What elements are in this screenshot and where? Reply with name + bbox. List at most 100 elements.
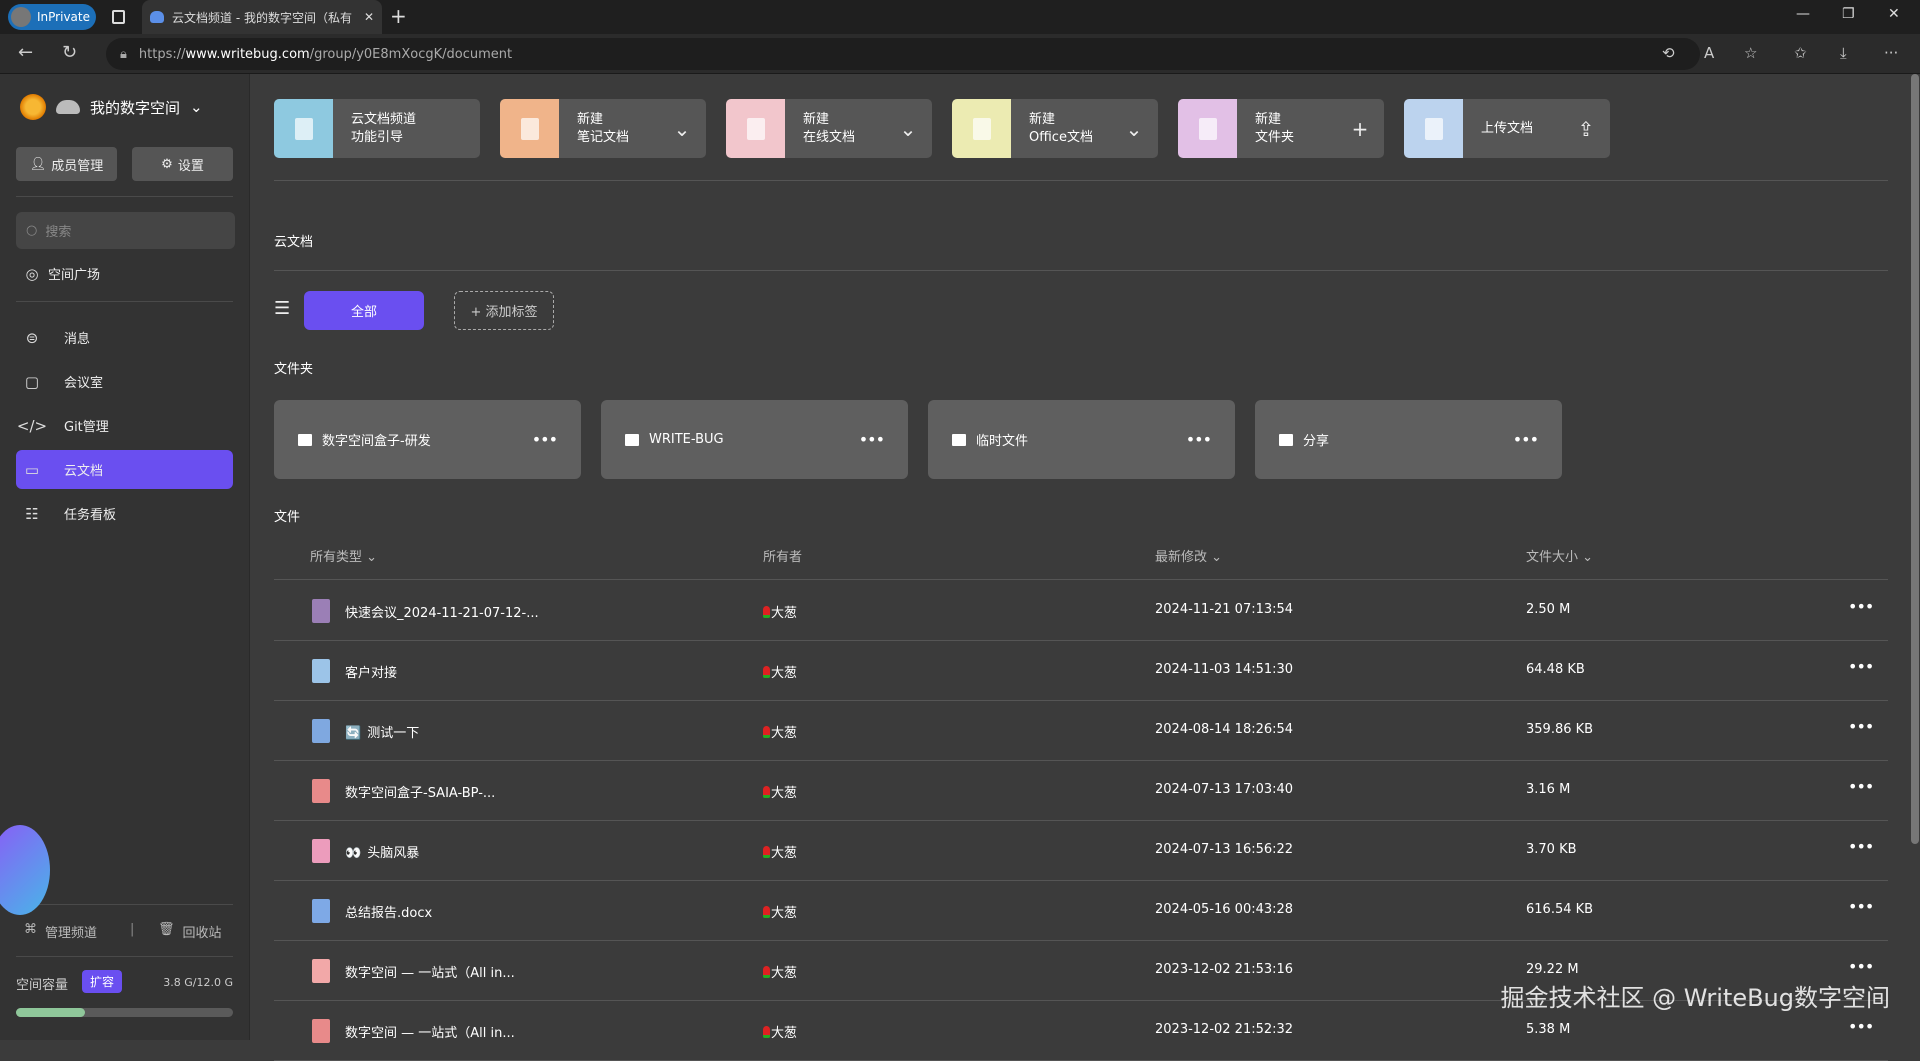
file-owner: 大葱 (763, 1022, 797, 1041)
close-tab-icon[interactable]: ✕ (363, 10, 374, 24)
back-icon[interactable]: ← (18, 42, 34, 63)
table-row[interactable]: 数字空间盒子-SAIA-BP-... 大葱 2024-07-13 17:03:4… (274, 761, 1888, 821)
table-row[interactable]: 客户对接 大葱 2024-11-03 14:51:30 64.48 KB ••• (274, 641, 1888, 701)
favorites-icon[interactable]: ✩ (1794, 44, 1807, 62)
file-owner: 大葱 (763, 962, 797, 981)
refresh-icon[interactable]: ↻ (62, 42, 78, 63)
tab-actions-icon[interactable] (112, 10, 125, 24)
action-card-icon (952, 99, 1011, 158)
add-tag-button[interactable]: + 添加标签 (454, 291, 554, 330)
divider (274, 180, 1888, 181)
divider (274, 270, 1888, 271)
inprivate-badge[interactable]: InPrivate (8, 4, 96, 30)
sidebar-item-meeting[interactable]: ▢ 会议室 (16, 362, 233, 401)
file-name[interactable]: 👀 头脑风暴 (345, 846, 420, 861)
table-row[interactable]: 快速会议_2024-11-21-07-12-... 大葱 2024-11-21 … (274, 581, 1888, 641)
more-options-icon[interactable]: ••• (1848, 777, 1874, 796)
lock-icon: 🔒︎ (120, 46, 127, 62)
sidebar-item-messages[interactable]: ⊜ 消息 (16, 318, 233, 357)
file-name[interactable]: 客户对接 (345, 666, 398, 681)
folder-card[interactable]: 分享 ••• (1255, 400, 1562, 479)
type-filter[interactable]: 所有类型 ⌄ (310, 550, 378, 565)
more-options-icon[interactable]: ••• (1848, 837, 1874, 856)
file-name[interactable]: 总结报告.docx (345, 906, 433, 921)
action-card-action-icon[interactable]: ⌄ (673, 116, 691, 141)
table-row[interactable]: 👀 头脑风暴 大葱 2024-07-13 16:56:22 3.70 KB ••• (274, 821, 1888, 881)
search-input[interactable]: ○ 搜索 (16, 212, 235, 249)
more-options-icon[interactable]: ••• (1848, 597, 1874, 616)
tag-all-button[interactable]: 全部 (304, 291, 424, 330)
separator: | (130, 922, 135, 937)
action-card[interactable]: 新建 文件夹 + (1178, 99, 1384, 158)
file-name[interactable]: 🔄 测试一下 (345, 726, 420, 741)
action-card-action-icon[interactable]: ⌄ (1125, 116, 1143, 141)
address-bar[interactable]: 🔒︎ https://www.writebug.com/group/y0E8mXo… (106, 38, 1700, 70)
compass-icon: ◎ (25, 264, 39, 283)
sidebar-item-git[interactable]: </> Git管理 (16, 416, 109, 436)
sidebar-item-plaza[interactable]: ◎ 空间广场 (16, 254, 233, 293)
more-options-icon[interactable]: ••• (1848, 897, 1874, 916)
more-options-icon[interactable]: ••• (1848, 957, 1874, 976)
new-tab-button[interactable]: + (390, 4, 407, 28)
restore-button[interactable]: ❐ (1842, 6, 1855, 22)
more-options-icon[interactable]: ••• (858, 430, 885, 449)
menu-icon[interactable]: ☰ (274, 298, 291, 319)
action-card[interactable]: 上传文档 ⇪ (1404, 99, 1610, 158)
file-name[interactable]: 数字空间盒子-SAIA-BP-... (345, 786, 496, 801)
members-button[interactable]: 👤︎ 成员管理 (16, 147, 117, 181)
more-options-icon[interactable]: ••• (531, 430, 558, 449)
browser-tab[interactable]: 云文档频道 - 我的数字空间（私有 ✕ (142, 0, 382, 34)
action-card-action-icon[interactable]: ⇪ (1577, 116, 1595, 141)
table-row[interactable]: 🔄 测试一下 大葱 2024-08-14 18:26:54 359.86 KB •… (274, 701, 1888, 761)
more-icon[interactable]: ··· (1884, 44, 1899, 62)
size-sort[interactable]: 文件大小 ⌄ (1526, 550, 1594, 565)
read-aloud-icon[interactable]: A (1704, 44, 1715, 62)
manage-channel-button[interactable]: ⌘ 管理频道 (24, 922, 98, 941)
table-row[interactable]: 数字空间 — 一站式（All in... 大葱 2023-12-02 21:53… (274, 941, 1888, 1001)
translate-icon[interactable]: ⟲ (1662, 44, 1675, 62)
folder-name: 分享 (1303, 434, 1330, 449)
modified-sort[interactable]: 最新修改 ⌄ (1155, 550, 1223, 565)
sidebar-item-cloud-docs[interactable]: ▭ 云文档 (16, 450, 233, 489)
file-modified: 2024-11-21 07:13:54 (1155, 602, 1294, 617)
favorite-star-icon[interactable]: ☆ (1744, 44, 1758, 62)
file-modified: 2024-11-03 14:51:30 (1155, 662, 1294, 677)
file-modified: 2024-07-13 16:56:22 (1155, 842, 1294, 857)
more-options-icon[interactable]: ••• (1512, 430, 1539, 449)
mascot-assistant[interactable] (0, 825, 50, 915)
file-owner: 大葱 (763, 842, 797, 861)
file-name[interactable]: 数字空间 — 一站式（All in... (345, 966, 515, 981)
more-options-icon[interactable]: ••• (1848, 657, 1874, 676)
sidebar-item-kanban[interactable]: ☷ 任务看板 (16, 494, 233, 533)
settings-button[interactable]: ⚙ 设置 (132, 147, 233, 181)
minimize-button[interactable]: — (1796, 6, 1810, 22)
file-size: 64.48 KB (1526, 662, 1585, 677)
folder-name: WRITE-BUG (649, 432, 724, 447)
folder-card[interactable]: 数字空间盒子-研发 ••• (274, 400, 581, 479)
action-card[interactable]: 新建 Office文档 ⌄ (952, 99, 1158, 158)
file-name[interactable]: 快速会议_2024-11-21-07-12-... (345, 606, 539, 621)
table-row[interactable]: 总结报告.docx 大葱 2024-05-16 00:43:28 616.54 … (274, 881, 1888, 941)
action-card[interactable]: 新建 笔记文档 ⌄ (500, 99, 706, 158)
action-card[interactable]: 新建 在线文档 ⌄ (726, 99, 932, 158)
action-card[interactable]: 云文档频道 功能引导 (274, 99, 480, 158)
more-options-icon[interactable]: ••• (1848, 1017, 1874, 1036)
workspace-bot-icon (56, 100, 80, 114)
rose-avatar-icon (763, 785, 770, 798)
workspace-switcher[interactable]: 我的数字空间 ⌄ (20, 94, 203, 120)
divider (16, 301, 233, 302)
file-name[interactable]: 数字空间 — 一站式（All in... (345, 1026, 515, 1041)
action-card-action-icon[interactable]: ⌄ (899, 116, 917, 141)
expand-capacity-button[interactable]: 扩容 (82, 970, 123, 993)
recycle-bin-button[interactable]: 🗑︎ 回收站 (158, 922, 222, 941)
action-card-action-icon[interactable]: + (1351, 116, 1369, 141)
folder-card[interactable]: WRITE-BUG ••• (601, 400, 908, 479)
file-type-icon (312, 899, 330, 923)
close-window-button[interactable]: ✕ (1888, 6, 1900, 22)
rose-avatar-icon (763, 605, 770, 618)
more-options-icon[interactable]: ••• (1185, 430, 1212, 449)
folder-card[interactable]: 临时文件 ••• (928, 400, 1235, 479)
scrollbar[interactable] (1911, 74, 1919, 844)
more-options-icon[interactable]: ••• (1848, 717, 1874, 736)
download-icon[interactable]: ⤓ (1840, 44, 1847, 62)
